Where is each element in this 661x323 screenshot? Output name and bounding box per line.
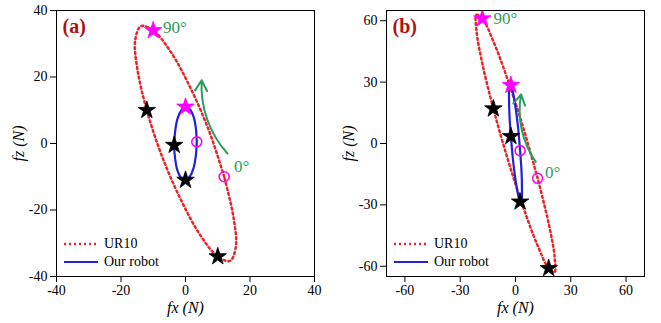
- svg-text:0: 0: [41, 136, 48, 151]
- svg-text:fz (N): fz (N): [10, 126, 28, 162]
- html-text:Our robot: Our robot: [104, 254, 159, 269]
- svg-text:-30: -30: [451, 283, 470, 298]
- svg-text:0°: 0°: [545, 163, 560, 182]
- svg-text:0: 0: [371, 136, 378, 151]
- svg-text:-60: -60: [396, 283, 415, 298]
- svg-text:30: 30: [364, 75, 378, 90]
- svg-text:40: 40: [308, 283, 322, 298]
- svg-text:0: 0: [512, 283, 519, 298]
- svg-text:(a): (a): [63, 15, 86, 38]
- svg-text:60: 60: [364, 13, 378, 28]
- svg-text:fx (N): fx (N): [167, 299, 204, 317]
- html-text:UR10: UR10: [104, 236, 138, 251]
- svg-text:0: 0: [182, 283, 189, 298]
- svg-text:30: 30: [564, 283, 578, 298]
- svg-text:-40: -40: [47, 283, 66, 298]
- svg-text:90°: 90°: [163, 18, 187, 37]
- html-text:Our robot: Our robot: [434, 254, 489, 269]
- svg-text:60: 60: [619, 283, 633, 298]
- svg-text:-20: -20: [112, 283, 131, 298]
- svg-text:fx (N): fx (N): [497, 299, 534, 317]
- svg-text:20: 20: [243, 283, 257, 298]
- html-text:UR10: UR10: [434, 236, 468, 251]
- svg-text:fz (N): fz (N): [340, 126, 358, 162]
- svg-text:-20: -20: [29, 202, 48, 217]
- svg-text:(b): (b): [393, 15, 417, 38]
- svg-text:20: 20: [34, 69, 48, 84]
- svg-text:40: 40: [34, 3, 48, 18]
- svg-text:-30: -30: [359, 197, 378, 212]
- svg-text:-40: -40: [29, 269, 48, 284]
- svg-text:0°: 0°: [234, 157, 249, 176]
- svg-text:90°: 90°: [493, 9, 517, 28]
- svg-text:-60: -60: [359, 259, 378, 274]
